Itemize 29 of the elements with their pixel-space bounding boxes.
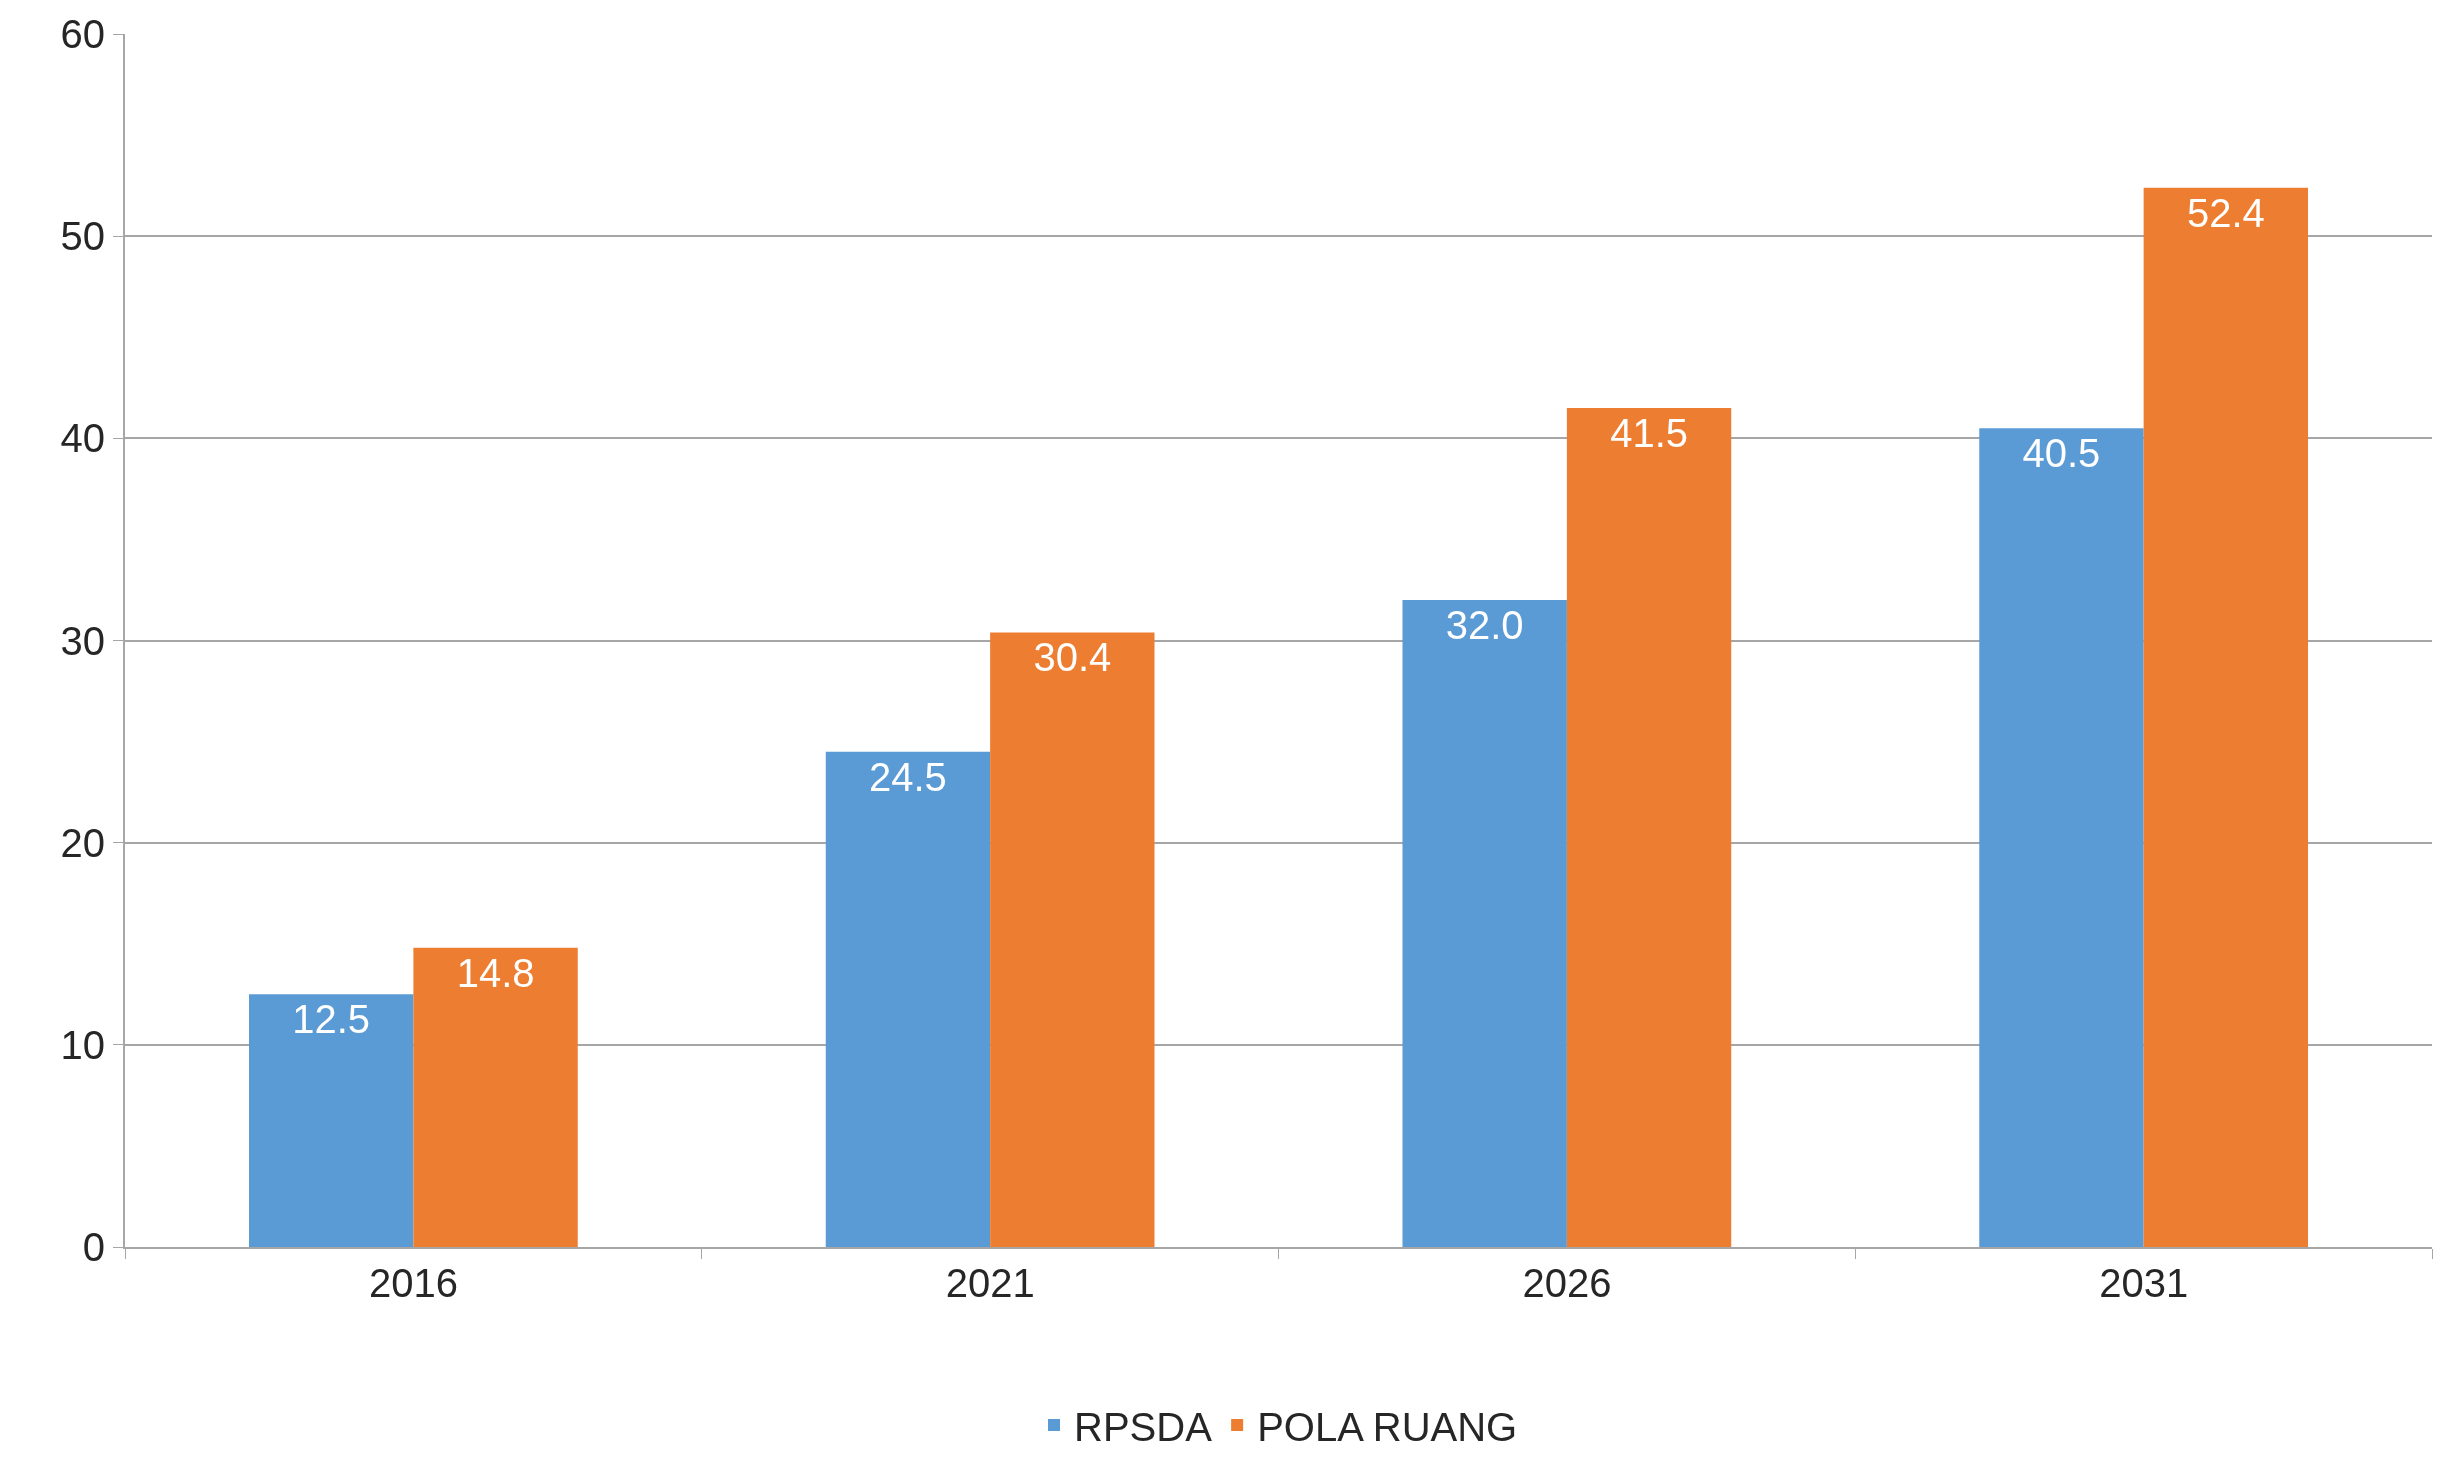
y-tick-label: 0 [82,1225,105,1269]
x-tick-label: 2016 [368,1261,458,1305]
data-label: 30.4 [1033,635,1112,680]
data-label: 41.5 [1610,411,1688,456]
legend-label: POLA RUANG [1257,1404,1518,1449]
bar [1979,428,2144,1247]
data-label: 40.5 [2022,431,2101,476]
bar [1566,408,1732,1247]
bar [413,947,578,1247]
bar [2143,187,2308,1247]
bar [825,751,991,1247]
y-tick-label: 40 [60,416,105,461]
bar [249,994,414,1247]
data-label: 24.5 [869,754,947,799]
data-label: 52.4 [2186,190,2265,235]
y-tick-label: 10 [60,1022,105,1067]
y-tick-label: 60 [60,12,105,56]
data-label: 32.0 [1445,603,1524,648]
data-label: 14.8 [456,950,535,995]
y-tick-label: 30 [60,618,105,663]
x-tick-label: 2026 [1522,1261,1612,1305]
legend-label: RPSDA [1074,1404,1213,1449]
x-tick-label: 2031 [2099,1261,2189,1305]
x-tick-label: 2021 [945,1261,1035,1305]
y-tick-label: 50 [60,214,105,259]
data-label: 12.5 [292,997,371,1042]
y-tick-label: 20 [60,820,105,865]
bar [1402,600,1567,1247]
bar [990,632,1155,1247]
